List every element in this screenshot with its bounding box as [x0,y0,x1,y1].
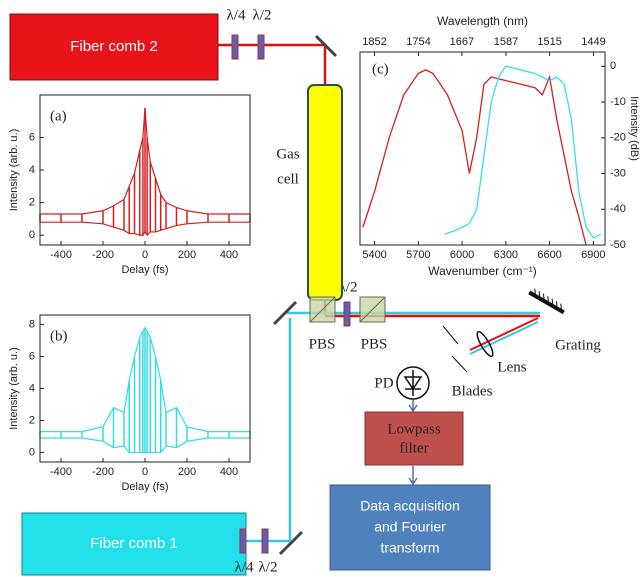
grating [528,288,565,315]
trace [40,326,250,433]
label: λ/2 [259,559,278,575]
y2-tick-label: -10 [610,96,626,108]
lens [476,330,494,358]
x-axis-label: Delay (fs) [121,481,168,493]
x-tick-label: 6600 [537,249,561,261]
pbs [359,296,386,323]
spectrum [444,65,601,239]
label: Fiber comb 2 [70,38,158,55]
y2-tick-label: -20 [610,132,626,144]
x-tick-label: 6900 [581,249,605,261]
x2-tick-label: 1852 [362,36,386,48]
beam [469,321,539,355]
y2-tick-label: -30 [610,167,626,179]
x2-axis-label: Wavelength (nm) [437,14,528,28]
blade [442,325,459,345]
x-axis-label: Wavenumber (cm⁻¹) [428,264,537,278]
waveplate [343,301,351,327]
trace [40,221,250,237]
gas-cell [307,84,343,301]
y-tick-label: 8 [29,318,35,330]
label: λ/4 [235,559,254,575]
x-tick-label: -400 [50,466,72,478]
waveplate [257,34,265,60]
panel-label: (a) [50,108,67,124]
trace [40,108,250,215]
mirror [278,530,304,556]
y2-tick-label: 0 [610,60,616,72]
y-tick-label: 2 [29,197,35,209]
blade [451,355,468,373]
x2-tick-label: 1449 [581,36,605,48]
y2-tick-label: -50 [610,239,626,251]
x2-tick-label: 1587 [494,36,518,48]
label: PBS [309,336,336,352]
y-tick-label: 0 [29,229,35,241]
panel-label: (c) [372,61,389,77]
plot-frame [359,51,606,246]
label: and Fourier [374,519,446,535]
label: λ/4 [227,7,246,23]
x-axis-label: Delay (fs) [121,264,168,276]
label: λ/2 [253,7,272,23]
label: Blades [452,383,493,399]
y2-axis-label: Intensity (dB) [628,96,640,161]
diode-symbol [403,370,423,396]
label: Fiber comb 1 [90,535,178,552]
arrow [408,400,418,413]
x-tick-label: -200 [92,466,114,478]
x-tick-label: 0 [142,249,148,261]
mirror [314,34,338,58]
data-acquisition [329,484,491,571]
label: Grating [555,337,601,353]
pbs [309,296,336,323]
lowpass-filter [364,411,464,466]
waveplate [261,528,269,554]
mirror [272,300,298,326]
x-tick-label: 200 [178,466,196,478]
y-tick-label: 6 [29,131,35,143]
spectrum [362,69,587,246]
label: PBS [361,336,388,352]
label: PD [374,375,393,391]
beam [469,317,539,351]
label: cell [277,171,299,187]
x-tick-label: 6000 [450,249,474,261]
waveplate [239,528,247,554]
label: Gas [276,146,299,162]
x2-tick-label: 1754 [406,36,430,48]
y-axis-label: Intensity (arb. u.) [8,347,20,430]
trace [40,437,250,454]
label: transform [380,540,439,556]
label: Lowpass [387,421,440,437]
label: Lens [497,359,526,375]
label: λ/2 [339,279,358,295]
y-tick-label: 2 [29,414,35,426]
x-tick-label: 200 [178,249,196,261]
y-tick-label: 0 [29,446,35,458]
x-tick-label: 400 [220,249,238,261]
arrow [408,466,418,486]
x-tick-label: 6300 [494,249,518,261]
y-tick-label: 4 [29,164,35,176]
fiber-comb-2 [9,13,219,81]
x-tick-label: -400 [50,249,72,261]
x-tick-label: -200 [92,249,114,261]
y-axis-label: Intensity (arb. u.) [8,129,20,212]
y2-tick-label: -40 [610,203,626,215]
x-tick-label: 5400 [362,249,386,261]
label: filter [399,440,428,456]
label: Data acquisition [360,498,460,514]
waveplate [231,34,239,60]
y-tick-label: 4 [29,382,35,394]
x-tick-label: 5700 [406,249,430,261]
x2-tick-label: 1667 [450,36,474,48]
panel-label: (b) [50,328,68,344]
x2-tick-label: 1515 [537,36,561,48]
x-tick-label: 400 [220,466,238,478]
x-tick-label: 0 [142,466,148,478]
y-tick-label: 6 [29,350,35,362]
